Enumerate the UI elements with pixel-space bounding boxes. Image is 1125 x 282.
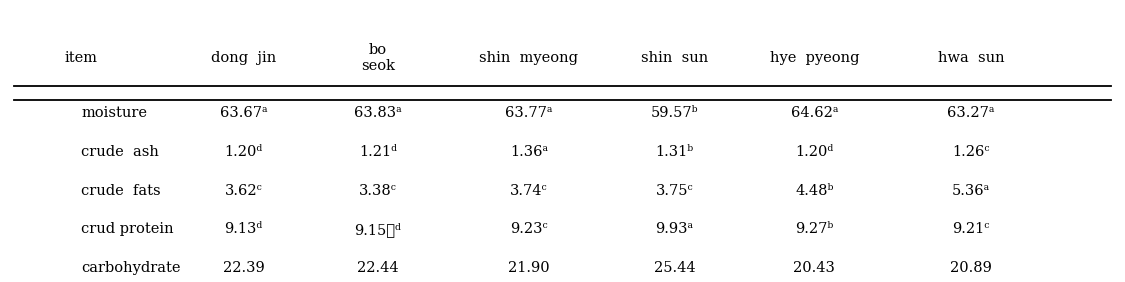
Text: hye  pyeong: hye pyeong — [770, 51, 860, 65]
Text: 9.93ᵃ: 9.93ᵃ — [656, 222, 693, 237]
Text: 3.74ᶜ: 3.74ᶜ — [510, 184, 548, 198]
Text: 63.77ᵃ: 63.77ᵃ — [505, 106, 552, 120]
Text: 25.44: 25.44 — [654, 261, 695, 275]
Text: 9.23ᶜ: 9.23ᶜ — [510, 222, 548, 237]
Text: 9.27ᵇ: 9.27ᵇ — [795, 222, 834, 237]
Text: bo
seok: bo seok — [361, 43, 395, 73]
Text: 63.67ᵃ: 63.67ᵃ — [219, 106, 268, 120]
Text: 4.48ᵇ: 4.48ᵇ — [795, 184, 834, 198]
Text: 63.27ᵃ: 63.27ᵃ — [947, 106, 994, 120]
Text: shin  sun: shin sun — [641, 51, 708, 65]
Text: shin  myeong: shin myeong — [479, 51, 578, 65]
Text: 63.83ᵃ: 63.83ᵃ — [354, 106, 402, 120]
Text: crude  ash: crude ash — [81, 145, 159, 159]
Text: 1.26ᶜ: 1.26ᶜ — [953, 145, 990, 159]
Text: 59.57ᵇ: 59.57ᵇ — [650, 106, 699, 120]
Text: carbohydrate: carbohydrate — [81, 261, 181, 275]
Text: crud protein: crud protein — [81, 222, 173, 237]
Text: 9.15᪭ᵈ: 9.15᪭ᵈ — [354, 222, 402, 237]
Text: dong  jin: dong jin — [210, 51, 276, 65]
Text: 1.36ᵃ: 1.36ᵃ — [510, 145, 548, 159]
Text: 9.21ᶜ: 9.21ᶜ — [953, 222, 990, 237]
Text: 22.39: 22.39 — [223, 261, 264, 275]
Text: 3.62ᶜ: 3.62ᶜ — [225, 184, 262, 198]
Text: 21.90: 21.90 — [508, 261, 550, 275]
Text: 64.62ᵃ: 64.62ᵃ — [791, 106, 838, 120]
Text: 22.44: 22.44 — [357, 261, 398, 275]
Text: 5.36ᵃ: 5.36ᵃ — [952, 184, 990, 198]
Text: item: item — [64, 51, 98, 65]
Text: 20.89: 20.89 — [951, 261, 992, 275]
Text: 3.38ᶜ: 3.38ᶜ — [359, 184, 397, 198]
Text: 3.75ᶜ: 3.75ᶜ — [656, 184, 693, 198]
Text: moisture: moisture — [81, 106, 147, 120]
Text: 9.13ᵈ: 9.13ᵈ — [224, 222, 262, 237]
Text: 20.43: 20.43 — [793, 261, 835, 275]
Text: 1.20ᵈ: 1.20ᵈ — [224, 145, 262, 159]
Text: 1.21ᵈ: 1.21ᵈ — [359, 145, 397, 159]
Text: 1.31ᵇ: 1.31ᵇ — [656, 145, 693, 159]
Text: 1.20ᵈ: 1.20ᵈ — [795, 145, 834, 159]
Text: crude  fats: crude fats — [81, 184, 161, 198]
Text: hwa  sun: hwa sun — [938, 51, 1005, 65]
